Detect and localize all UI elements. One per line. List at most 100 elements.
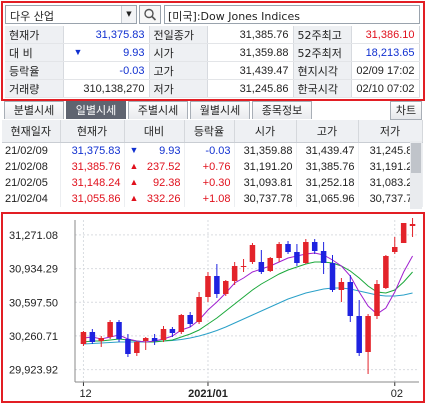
table-row[interactable]: 21/02/08 31,385.76 ▲ 237.52 +0.76 31,191.20 31…: [2, 159, 423, 175]
quote-label: 고가: [149, 61, 208, 80]
market-select[interactable]: 다우 산업 ▼: [5, 5, 137, 24]
y-tick-label: 30,597.50: [9, 297, 58, 309]
candle-body: [116, 322, 122, 339]
candle-body: [169, 329, 176, 333]
candle-body: [249, 245, 256, 262]
quote-value: ▼ 9.93: [63, 43, 150, 62]
quote-value: -0.03: [63, 61, 150, 80]
quote-row: 현재가 31,375.83 전일종가 31,385.76 52주최고 31,386.10: [5, 26, 420, 44]
candle-body: [151, 338, 158, 341]
candle-body: [276, 244, 282, 258]
scrollbar-thumb[interactable]: [411, 143, 421, 173]
candle-body: [258, 262, 265, 272]
candle-body: [134, 342, 140, 353]
y-tick-label: 29,923.92: [9, 365, 58, 377]
candle-body: [98, 338, 104, 341]
candle-body: [338, 282, 345, 290]
up-arrow-icon: ▲: [129, 193, 139, 203]
cell-diff: ▲ 237.52: [124, 159, 185, 175]
search-button[interactable]: [139, 5, 161, 24]
candle-body: [285, 244, 291, 252]
candle-body: [347, 282, 354, 316]
column-header[interactable]: 저가: [358, 120, 423, 143]
y-tick-label: 31,271.08: [9, 230, 58, 242]
cell-open: 30,737.78: [234, 191, 297, 207]
cell-price: 31,375.83: [60, 142, 125, 159]
candle-body: [400, 223, 407, 243]
candle-body: [356, 316, 362, 353]
quote-table: 현재가 31,375.83 전일종가 31,385.76 52주최고 31,386.10 대…: [5, 26, 420, 98]
column-header[interactable]: 현재가: [60, 120, 125, 143]
cell-open: 31,093.81: [234, 175, 297, 191]
cell-diff: ▲ 92.38: [124, 175, 185, 191]
tab-4[interactable]: 월별시세: [190, 101, 250, 119]
y-tick-label: 30,934.29: [9, 264, 58, 276]
candle-body: [311, 242, 318, 251]
quote-value: 31,386.10: [351, 26, 420, 44]
candle-body: [240, 266, 247, 267]
cell-open: 31,191.20: [234, 159, 297, 175]
column-header[interactable]: 고가: [296, 120, 359, 143]
candle-body: [178, 315, 185, 332]
candle-body: [374, 284, 380, 316]
quote-value: 31,385.76: [207, 26, 294, 44]
cell-low: 31,245.86: [358, 142, 423, 159]
candle-body: [80, 332, 87, 344]
quote-label: 52주최저: [293, 43, 352, 62]
tab-3[interactable]: 주별시세: [128, 101, 188, 119]
tab-2[interactable]: 일별시세: [66, 101, 126, 119]
candle-body: [196, 297, 202, 322]
candle-body: [187, 315, 193, 324]
chart-button[interactable]: 차트: [390, 101, 422, 120]
candle-body: [329, 263, 336, 290]
candle-body: [142, 338, 149, 341]
tab-5[interactable]: 종목정보: [252, 101, 312, 119]
tab-bar: 분별시세 일별시세 주별시세 월별시세 종목정보 차트: [0, 101, 426, 120]
vertical-scrollbar[interactable]: [410, 141, 422, 209]
x-tick-label: 2021/01: [188, 388, 228, 400]
quote-row: 대 비 ▼ 9.93 시가 31,359.88 52주최저 18,213.65: [5, 43, 420, 62]
cell-diff-value: 332.26: [146, 193, 181, 205]
column-header[interactable]: 등락율: [184, 120, 235, 143]
quote-label: 거래량: [5, 79, 64, 98]
daily-price-table: 현재일자 현재가 대비 등락율 시가 고가 저가 21/02/09 31,375.83 ▼ 9.9…: [2, 120, 423, 207]
down-arrow-icon: ▼: [129, 145, 139, 155]
quote-label: 한국시각: [293, 79, 352, 98]
table-row[interactable]: 21/02/09 31,375.83 ▼ 9.93 -0.03 31,359.88 31,4…: [2, 142, 423, 159]
toolbar: 다우 산업 ▼ [미국]:Dow Jones Indices: [5, 5, 420, 24]
table-row[interactable]: 21/02/04 31,055.86 ▲ 332.26 +1.08 30,737.78 31…: [2, 191, 423, 207]
column-header[interactable]: 시가: [234, 120, 297, 143]
quote-row: 거래량 310,138,270 저가 31,245.86 한국시각 02/10 07:02: [5, 79, 420, 98]
candle-body: [214, 276, 220, 294]
quote-value: 310,138,270: [63, 79, 150, 98]
table-row[interactable]: 21/02/05 31,148.24 ▲ 92.38 +0.30 31,093.81 31,…: [2, 175, 423, 191]
quote-label: 현재가: [5, 26, 64, 44]
candle-body: [231, 266, 238, 281]
down-arrow-icon: ▼: [73, 46, 83, 57]
candlestick-chart[interactable]: 31,271.08 30,934.29 30,597.50 30,260.71 29,9…: [3, 214, 423, 401]
quote-panel: 다우 산업 ▼ [미국]:Dow Jones Indices 현재가 31,375…: [1, 1, 425, 101]
quote-value: 31,359.88: [207, 43, 294, 62]
chevron-down-icon[interactable]: ▼: [121, 6, 136, 23]
quote-label: 시가: [149, 43, 208, 62]
cell-open: 31,359.88: [234, 142, 297, 159]
tab-1[interactable]: 분별시세: [4, 101, 64, 119]
cell-diff-value: 237.52: [146, 161, 181, 173]
cell-high: 31,385.76: [296, 159, 359, 175]
up-arrow-icon: ▲: [129, 177, 139, 187]
cell-diff: ▼ 9.93: [124, 142, 185, 159]
quote-value: 31,245.86: [207, 79, 294, 98]
cell-price: 31,148.24: [60, 175, 125, 191]
index-name-field[interactable]: [미국]:Dow Jones Indices: [164, 5, 420, 24]
candle-body: [365, 316, 371, 352]
candle-body: [294, 252, 300, 263]
column-header[interactable]: 대비: [124, 120, 185, 143]
column-header[interactable]: 현재일자: [2, 120, 61, 143]
cell-price: 31,385.76: [60, 159, 125, 175]
up-arrow-icon: ▲: [129, 161, 139, 171]
cell-date: 21/02/04: [2, 191, 61, 207]
quote-value: 31,439.47: [207, 61, 294, 80]
cell-price: 31,055.86: [60, 191, 125, 207]
candle-body: [383, 256, 389, 288]
cell-rate: -0.03: [184, 142, 235, 159]
